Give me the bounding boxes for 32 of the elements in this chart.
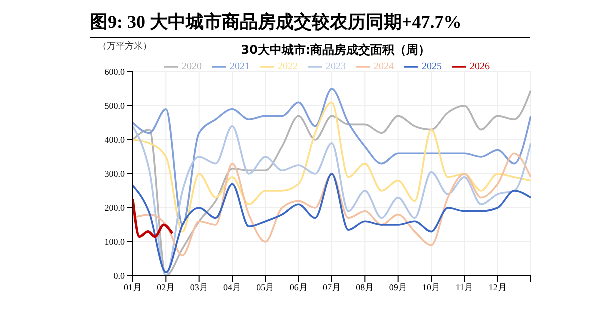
- y-tick-label: 500.0: [104, 101, 126, 112]
- legend-label: 2026: [470, 61, 490, 72]
- x-tick-label: 08月: [356, 282, 374, 292]
- legend-label: 2025: [422, 61, 442, 72]
- x-tick-label: 12月: [488, 282, 507, 292]
- x-tick-label: 02月: [157, 282, 176, 292]
- y-tick-label: 100.0: [104, 237, 126, 248]
- legend-label: 2022: [278, 61, 298, 72]
- y-tick-label: 200.0: [104, 203, 126, 214]
- chart-subtitle: 30大中城市:商品房成交面积（周）: [241, 43, 431, 57]
- y-tick-label: 600.0: [104, 67, 126, 78]
- line-series: [133, 173, 531, 274]
- legend-label: 2020: [182, 61, 202, 72]
- y-axis-title: （万平方米）: [98, 40, 152, 53]
- x-tick-label: 01月: [124, 282, 142, 292]
- legend-label: 2023: [326, 61, 346, 72]
- legend-label: 2024: [374, 61, 394, 72]
- y-tick-label: 0.0: [114, 271, 126, 282]
- legend-label: 2021: [230, 61, 250, 72]
- x-tick-label: 05月: [256, 282, 275, 292]
- x-tick-label: 07月: [323, 282, 341, 292]
- x-tick-label: 10月: [422, 282, 440, 292]
- chart-title: 图9: 30 大中城市商品房成交较农历同期+47.7%: [90, 8, 530, 38]
- line-series: [133, 152, 531, 256]
- x-tick-label: 06月: [290, 282, 308, 292]
- x-tick-label: 11月: [456, 282, 474, 292]
- x-tick-label: 09月: [389, 282, 408, 292]
- line-series: [133, 198, 174, 238]
- y-tick-label: 300.0: [104, 169, 126, 180]
- x-tick-label: 03月: [190, 282, 208, 292]
- y-tick-label: 400.0: [104, 135, 126, 146]
- x-tick-label: 04月: [224, 282, 242, 292]
